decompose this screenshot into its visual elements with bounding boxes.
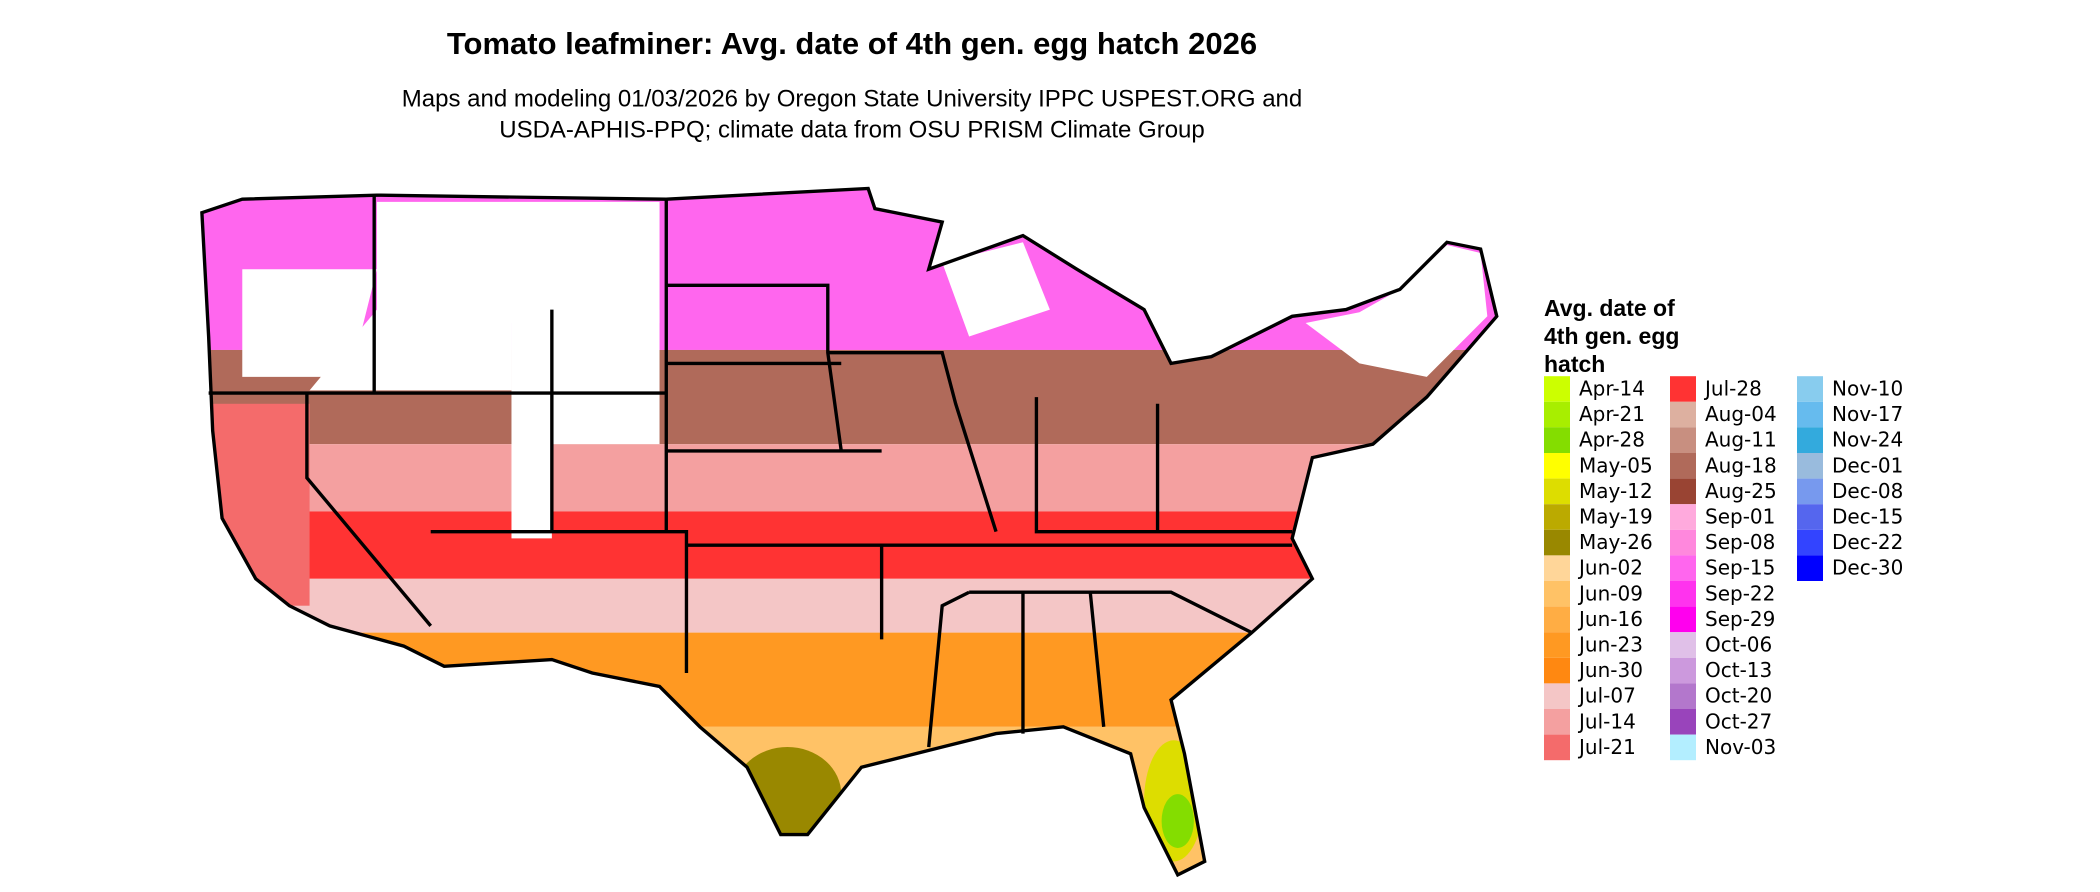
legend-swatch [1544, 376, 1570, 402]
legend-label: Sep-15 [1705, 556, 1775, 580]
legend-swatch [1670, 376, 1696, 402]
legend-label: Sep-08 [1705, 530, 1775, 554]
legend-label: May-12 [1579, 479, 1653, 503]
legend-swatch [1544, 529, 1570, 556]
legend-title: hatch [1544, 351, 1605, 377]
legend-label: Aug-18 [1705, 453, 1777, 477]
legend-label: Jun-02 [1577, 556, 1643, 580]
legend-swatch [1544, 478, 1570, 505]
legend-label: Aug-11 [1705, 428, 1777, 452]
subtitle: Maps and modeling 01/03/2026 by Oregon S… [402, 85, 1302, 112]
legend-title: 4th gen. egg [1544, 323, 1679, 349]
legend-label: Nov-10 [1832, 377, 1903, 401]
map-title: Tomato leafminer: Avg. date of 4th gen. … [447, 26, 1257, 61]
legend-swatch [1544, 427, 1570, 453]
legend-swatch [1670, 683, 1696, 709]
legend-label: May-05 [1579, 453, 1653, 477]
legend-label: Jul-28 [1703, 377, 1762, 401]
legend-swatch [1544, 632, 1570, 658]
map [200, 186, 1499, 878]
legend-label: Apr-14 [1579, 377, 1645, 401]
legend-swatch [1797, 504, 1823, 530]
legend-label: Nov-17 [1832, 402, 1903, 426]
legend-swatch [1670, 453, 1696, 479]
legend-swatch [1670, 427, 1696, 453]
legend-label: Dec-30 [1832, 556, 1903, 580]
legend-swatch [1670, 478, 1696, 505]
legend-swatch [1670, 555, 1696, 581]
legend-label: Apr-21 [1579, 402, 1645, 426]
legend-label: Oct-13 [1705, 658, 1772, 682]
legend-swatch [1670, 709, 1696, 735]
legend-label: Jul-21 [1577, 735, 1636, 759]
legend-swatch [1797, 427, 1823, 453]
legend: Avg. date of 4th gen. egg hatch Apr-14Ap… [1544, 295, 1903, 761]
legend-swatch [1670, 606, 1696, 633]
legend-label: Jun-23 [1577, 633, 1643, 657]
legend-label: Oct-06 [1705, 633, 1772, 657]
legend-label: Jun-09 [1577, 581, 1643, 605]
legend-title: Avg. date of [1544, 295, 1675, 321]
legend-swatch [1544, 401, 1570, 428]
legend-swatch [1797, 453, 1823, 479]
legend-label: Apr-28 [1579, 428, 1645, 452]
legend-swatch [1670, 734, 1696, 761]
legend-label: Sep-01 [1705, 505, 1775, 529]
legend-swatch [1797, 376, 1823, 402]
legend-swatch [1544, 709, 1570, 735]
legend-label: Jul-07 [1577, 684, 1636, 708]
legend-swatch [1670, 504, 1696, 530]
legend-label: Oct-20 [1705, 684, 1772, 708]
legend-label: Dec-01 [1832, 453, 1903, 477]
legend-swatch [1544, 453, 1570, 479]
legend-swatch [1670, 657, 1696, 684]
legend-swatch [1544, 504, 1570, 530]
legend-swatch [1544, 683, 1570, 709]
legend-label: Dec-08 [1832, 479, 1903, 503]
legend-swatch [1544, 555, 1570, 581]
legend-label: Aug-04 [1705, 402, 1777, 426]
legend-label: Sep-29 [1705, 607, 1775, 631]
legend-label: Sep-22 [1705, 581, 1775, 605]
legend-swatch [1670, 401, 1696, 428]
legend-swatch [1797, 529, 1823, 556]
legend-swatch [1670, 529, 1696, 556]
legend-label: Dec-15 [1832, 505, 1903, 529]
legend-label: Nov-24 [1832, 428, 1903, 452]
legend-swatch [1797, 478, 1823, 505]
legend-swatch [1544, 606, 1570, 633]
legend-swatch [1797, 555, 1823, 581]
legend-label: Nov-03 [1705, 735, 1776, 759]
legend-swatch [1797, 401, 1823, 428]
legend-label: Dec-22 [1832, 530, 1903, 554]
legend-swatch [1544, 657, 1570, 684]
legend-label: May-26 [1579, 530, 1653, 554]
legend-swatch [1670, 581, 1696, 607]
legend-label: Oct-27 [1705, 709, 1772, 733]
legend-swatch [1670, 632, 1696, 658]
subtitle: USDA-APHIS-PPQ; climate data from OSU PR… [499, 116, 1205, 143]
legend-label: Jun-16 [1577, 607, 1643, 631]
legend-swatch [1544, 581, 1570, 607]
legend-label: Jul-14 [1577, 709, 1636, 733]
legend-swatch [1544, 734, 1570, 761]
legend-label: Aug-25 [1705, 479, 1777, 503]
legend-label: May-19 [1579, 505, 1653, 529]
legend-label: Jun-30 [1577, 658, 1643, 682]
